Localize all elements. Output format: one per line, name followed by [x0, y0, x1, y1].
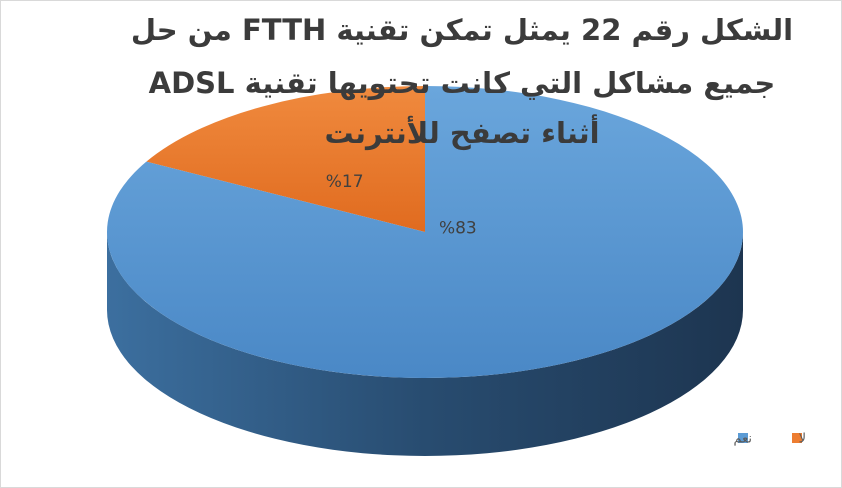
chart-title: أثناء تصفح للأنترنت — [324, 114, 599, 150]
legend-swatch — [738, 433, 748, 443]
value-label: %83 — [439, 219, 477, 239]
pie-slice — [106, 86, 743, 378]
pie-slice — [146, 86, 425, 232]
value-label: %17 — [326, 172, 364, 192]
chart-title: الشكل رقم 22 يمثل تمكن تقنية FTTH من حل — [131, 13, 793, 47]
chart-title: جميع مشاكل التي كانت تحتويها تقنية ADSL — [149, 66, 776, 100]
pie: %17 %83 — [106, 86, 743, 456]
legend-label: لا — [799, 432, 806, 447]
legend: نعم لا — [733, 432, 806, 447]
legend-label: نعم — [733, 432, 752, 447]
pie-side — [107, 232, 743, 456]
legend-swatch — [792, 433, 802, 443]
